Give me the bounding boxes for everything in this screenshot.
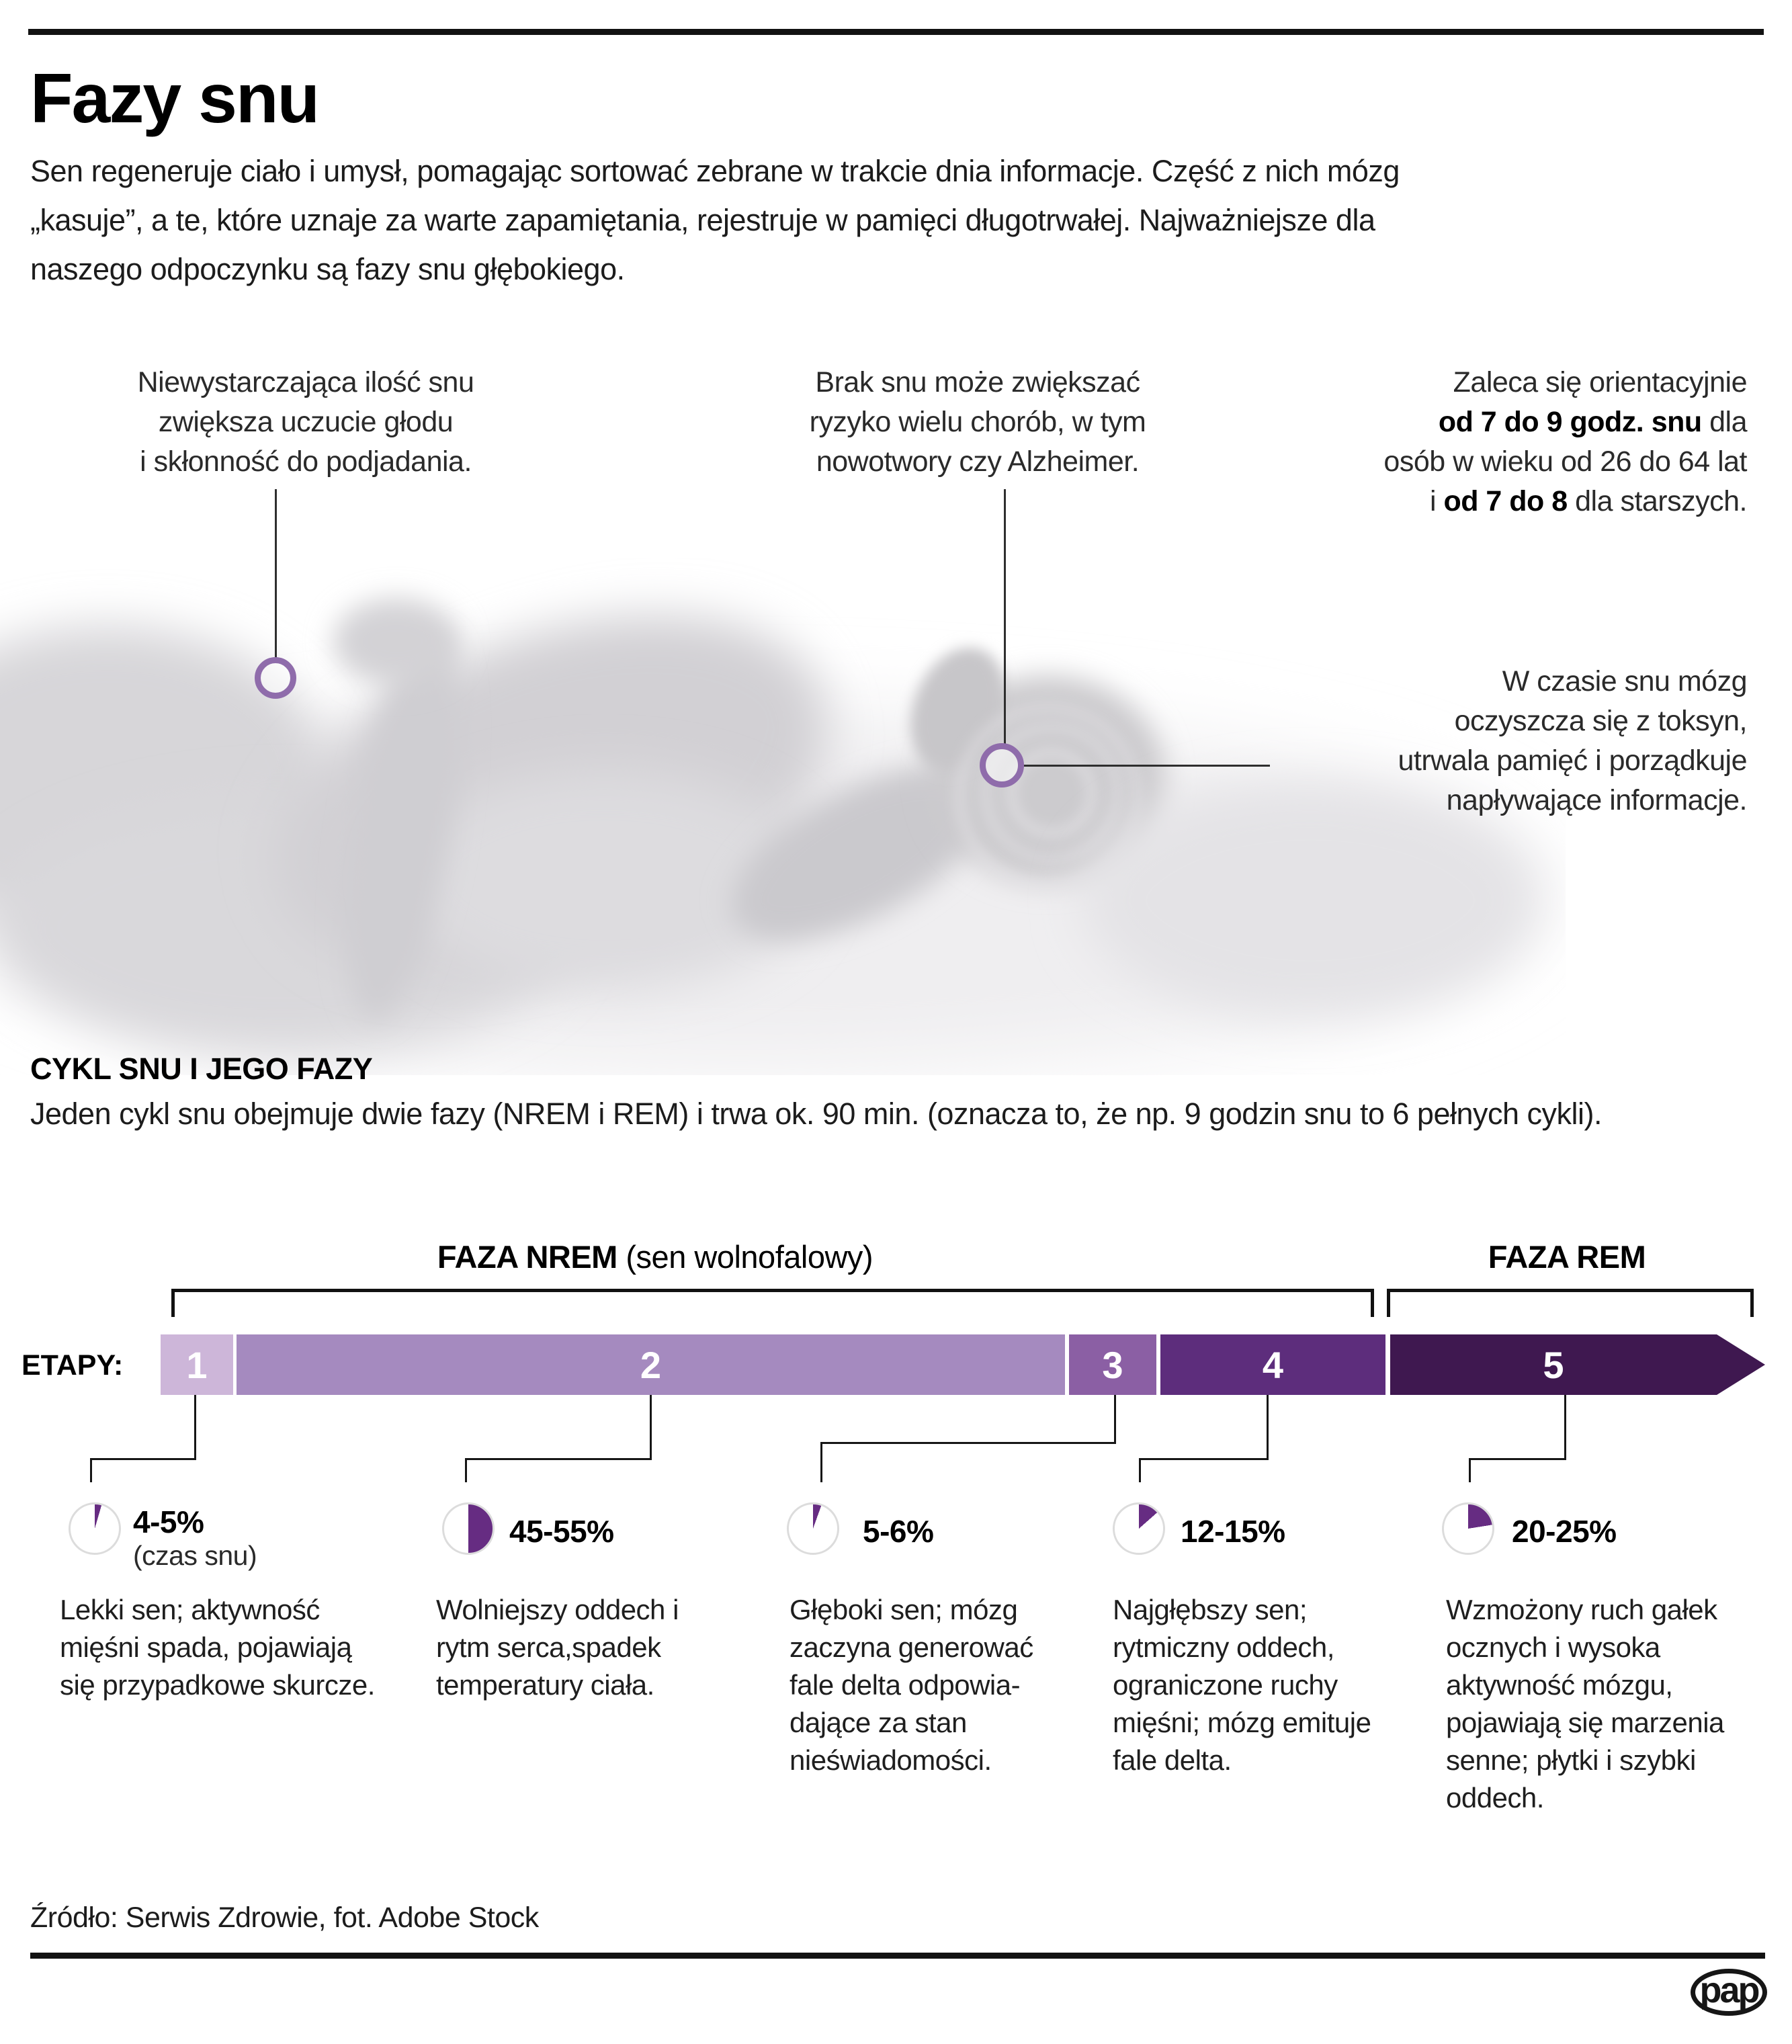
brain-marker-ring — [980, 743, 1024, 787]
stage-number-1: 1 — [186, 1343, 208, 1386]
connector-3-v1 — [1114, 1395, 1116, 1444]
source-credit: Źródło: Serwis Zdrowie, fot. Adobe Stock — [30, 1902, 539, 1934]
etapy-label: ETAPY: — [22, 1349, 124, 1381]
stage-segment-3: 3 — [1069, 1334, 1156, 1395]
annotation-recommended-bold-1: od 7 do 9 godz. snu — [1438, 406, 1702, 438]
stage-number-4: 4 — [1262, 1343, 1284, 1386]
stage-segment-1: 1 — [161, 1334, 233, 1395]
stage-description-4: Najgłębszy sen; rytmiczny oddech, ograni… — [1113, 1594, 1371, 1776]
brain-callout-line — [1024, 765, 1270, 767]
stage-number-2: 2 — [640, 1343, 662, 1386]
stage-number-5: 5 — [1543, 1343, 1564, 1386]
annotation-recommended-line-4-post: dla starszych. — [1567, 485, 1747, 517]
faza-nrem-rest: (sen wolnofalowy) — [617, 1239, 873, 1275]
annotation-recommended: Zaleca się orientacyjnie od 7 do 9 godz.… — [1351, 363, 1747, 521]
percent-label-1: 4-5% — [133, 1504, 204, 1539]
pap-logo: pap — [1691, 1969, 1767, 2016]
annotation-recommended-line-1: Zaleca się orientacyjnie — [1453, 366, 1748, 398]
pie-stage-4 — [1113, 1502, 1165, 1555]
connector-2-v1 — [650, 1395, 652, 1460]
annotation-recommended-line-4-pre: i — [1429, 485, 1444, 517]
annotation-hunger-line-3: i skłonność do podjadania. — [140, 445, 472, 478]
page-title: Fazy snu — [30, 60, 320, 138]
stage-segment-4: 4 — [1160, 1334, 1385, 1395]
pie-stage-3 — [787, 1502, 839, 1555]
stage-segment-5: 5 — [1390, 1334, 1717, 1395]
annotation-disease-line-2: ryzyko wielu chorób, w tym — [809, 406, 1146, 438]
connector-1-v2 — [90, 1458, 92, 1482]
annotation-hunger-line-1: Niewystarczająca ilość snu — [137, 366, 474, 398]
stage-description-2: Wolniejszy oddech i rytm serca,spadek te… — [436, 1594, 679, 1701]
annotation-brain-line-4: napływające informacje. — [1446, 784, 1748, 816]
connector-1-v1 — [194, 1395, 196, 1460]
stage-description-1: Lekki sen; aktywność mięśni spada, pojaw… — [60, 1594, 375, 1701]
intro-line-2: „kasuje”, a te, które uznaje za warte za… — [30, 203, 1375, 237]
annotation-brain-line-2: oczyszcza się z toksyn, — [1454, 705, 1748, 737]
annotation-recommended-line-3: osób w wieku od 26 do 64 lat — [1383, 445, 1747, 478]
annotation-recommended-line-2-rest: dla — [1701, 406, 1747, 438]
hunger-callout-line — [275, 489, 277, 658]
annotation-hunger-line-2: zwiększa uczucie głodu — [158, 406, 454, 438]
faza-rem-label: FAZA REM — [1488, 1239, 1646, 1275]
nrem-bracket — [171, 1289, 1374, 1317]
annotation-brain-line-1: W czasie snu mózg — [1502, 665, 1748, 697]
annotation-brain-line-3: utrwala pamięć i porządkuje — [1398, 744, 1748, 777]
annotation-brain: W czasie snu mózg oczyszcza się z toksyn… — [1384, 662, 1748, 820]
stage-description-5: Wzmożony ruch gałek ocznych i wysoka akt… — [1446, 1594, 1724, 1814]
connector-5-v2 — [1469, 1458, 1471, 1482]
annotation-disease-line-3: nowotwory czy Alzheimer. — [816, 445, 1140, 478]
annotation-disease-line-1: Brak snu może zwiększać — [815, 366, 1140, 398]
connector-1-h — [90, 1458, 196, 1460]
bottom-rule — [30, 1953, 1765, 1959]
stage-number-3: 3 — [1102, 1343, 1123, 1386]
connector-5-h — [1469, 1458, 1566, 1460]
annotation-hunger: Niewystarczająca ilość snu zwiększa uczu… — [108, 363, 504, 482]
cycle-section-description: Jeden cykl snu obejmuje dwie fazy (NREM … — [30, 1097, 1603, 1131]
stage-segment-2: 2 — [237, 1334, 1065, 1395]
connector-2-h — [465, 1458, 652, 1460]
stage-description-3: Głęboki sen; mózg zaczyna generować fale… — [790, 1594, 1033, 1776]
annotation-disease: Brak snu może zwiększać ryzyko wielu cho… — [779, 363, 1176, 482]
intro-line-1: Sen regeneruje ciało i umysł, pomagając … — [30, 154, 1400, 188]
connector-4-h — [1139, 1458, 1269, 1460]
pie-stage-2 — [442, 1502, 495, 1555]
percent-label-4: 12-15% — [1181, 1514, 1285, 1549]
percent-label-3: 5-6% — [863, 1514, 934, 1549]
stage-5-arrowhead — [1717, 1334, 1765, 1395]
connector-3-v2 — [820, 1442, 822, 1482]
hunger-marker-ring — [255, 657, 296, 699]
connector-4-v2 — [1139, 1458, 1141, 1482]
annotation-recommended-bold-2: od 7 do 8 — [1443, 485, 1568, 517]
sleeping-figure-illustration — [0, 598, 1545, 1075]
connector-3-h — [820, 1442, 1116, 1444]
faza-nrem-label: FAZA NREM (sen wolnofalowy) — [403, 1238, 907, 1275]
percent-sub-label-1: (czas snu) — [133, 1540, 257, 1571]
connector-2-v2 — [465, 1458, 467, 1482]
disease-callout-line — [1004, 489, 1006, 744]
pie-stage-5 — [1442, 1502, 1494, 1555]
intro-line-3: naszego odpoczynku są fazy snu głębokieg… — [30, 252, 625, 286]
cycle-section-heading: CYKL SNU I JEGO FAZY — [30, 1052, 373, 1086]
connector-4-v1 — [1267, 1395, 1269, 1460]
pie-stage-1 — [69, 1502, 121, 1555]
rem-bracket — [1387, 1289, 1754, 1317]
intro-paragraph: Sen regeneruje ciało i umysł, pomagając … — [30, 146, 1730, 294]
percent-label-2: 45-55% — [509, 1514, 614, 1549]
top-rule — [28, 29, 1764, 35]
faza-nrem-bold: FAZA NREM — [437, 1239, 617, 1275]
connector-5-v1 — [1564, 1395, 1566, 1460]
pap-logo-text: pap — [1699, 1970, 1760, 2010]
percent-label-5: 20-25% — [1512, 1514, 1617, 1549]
